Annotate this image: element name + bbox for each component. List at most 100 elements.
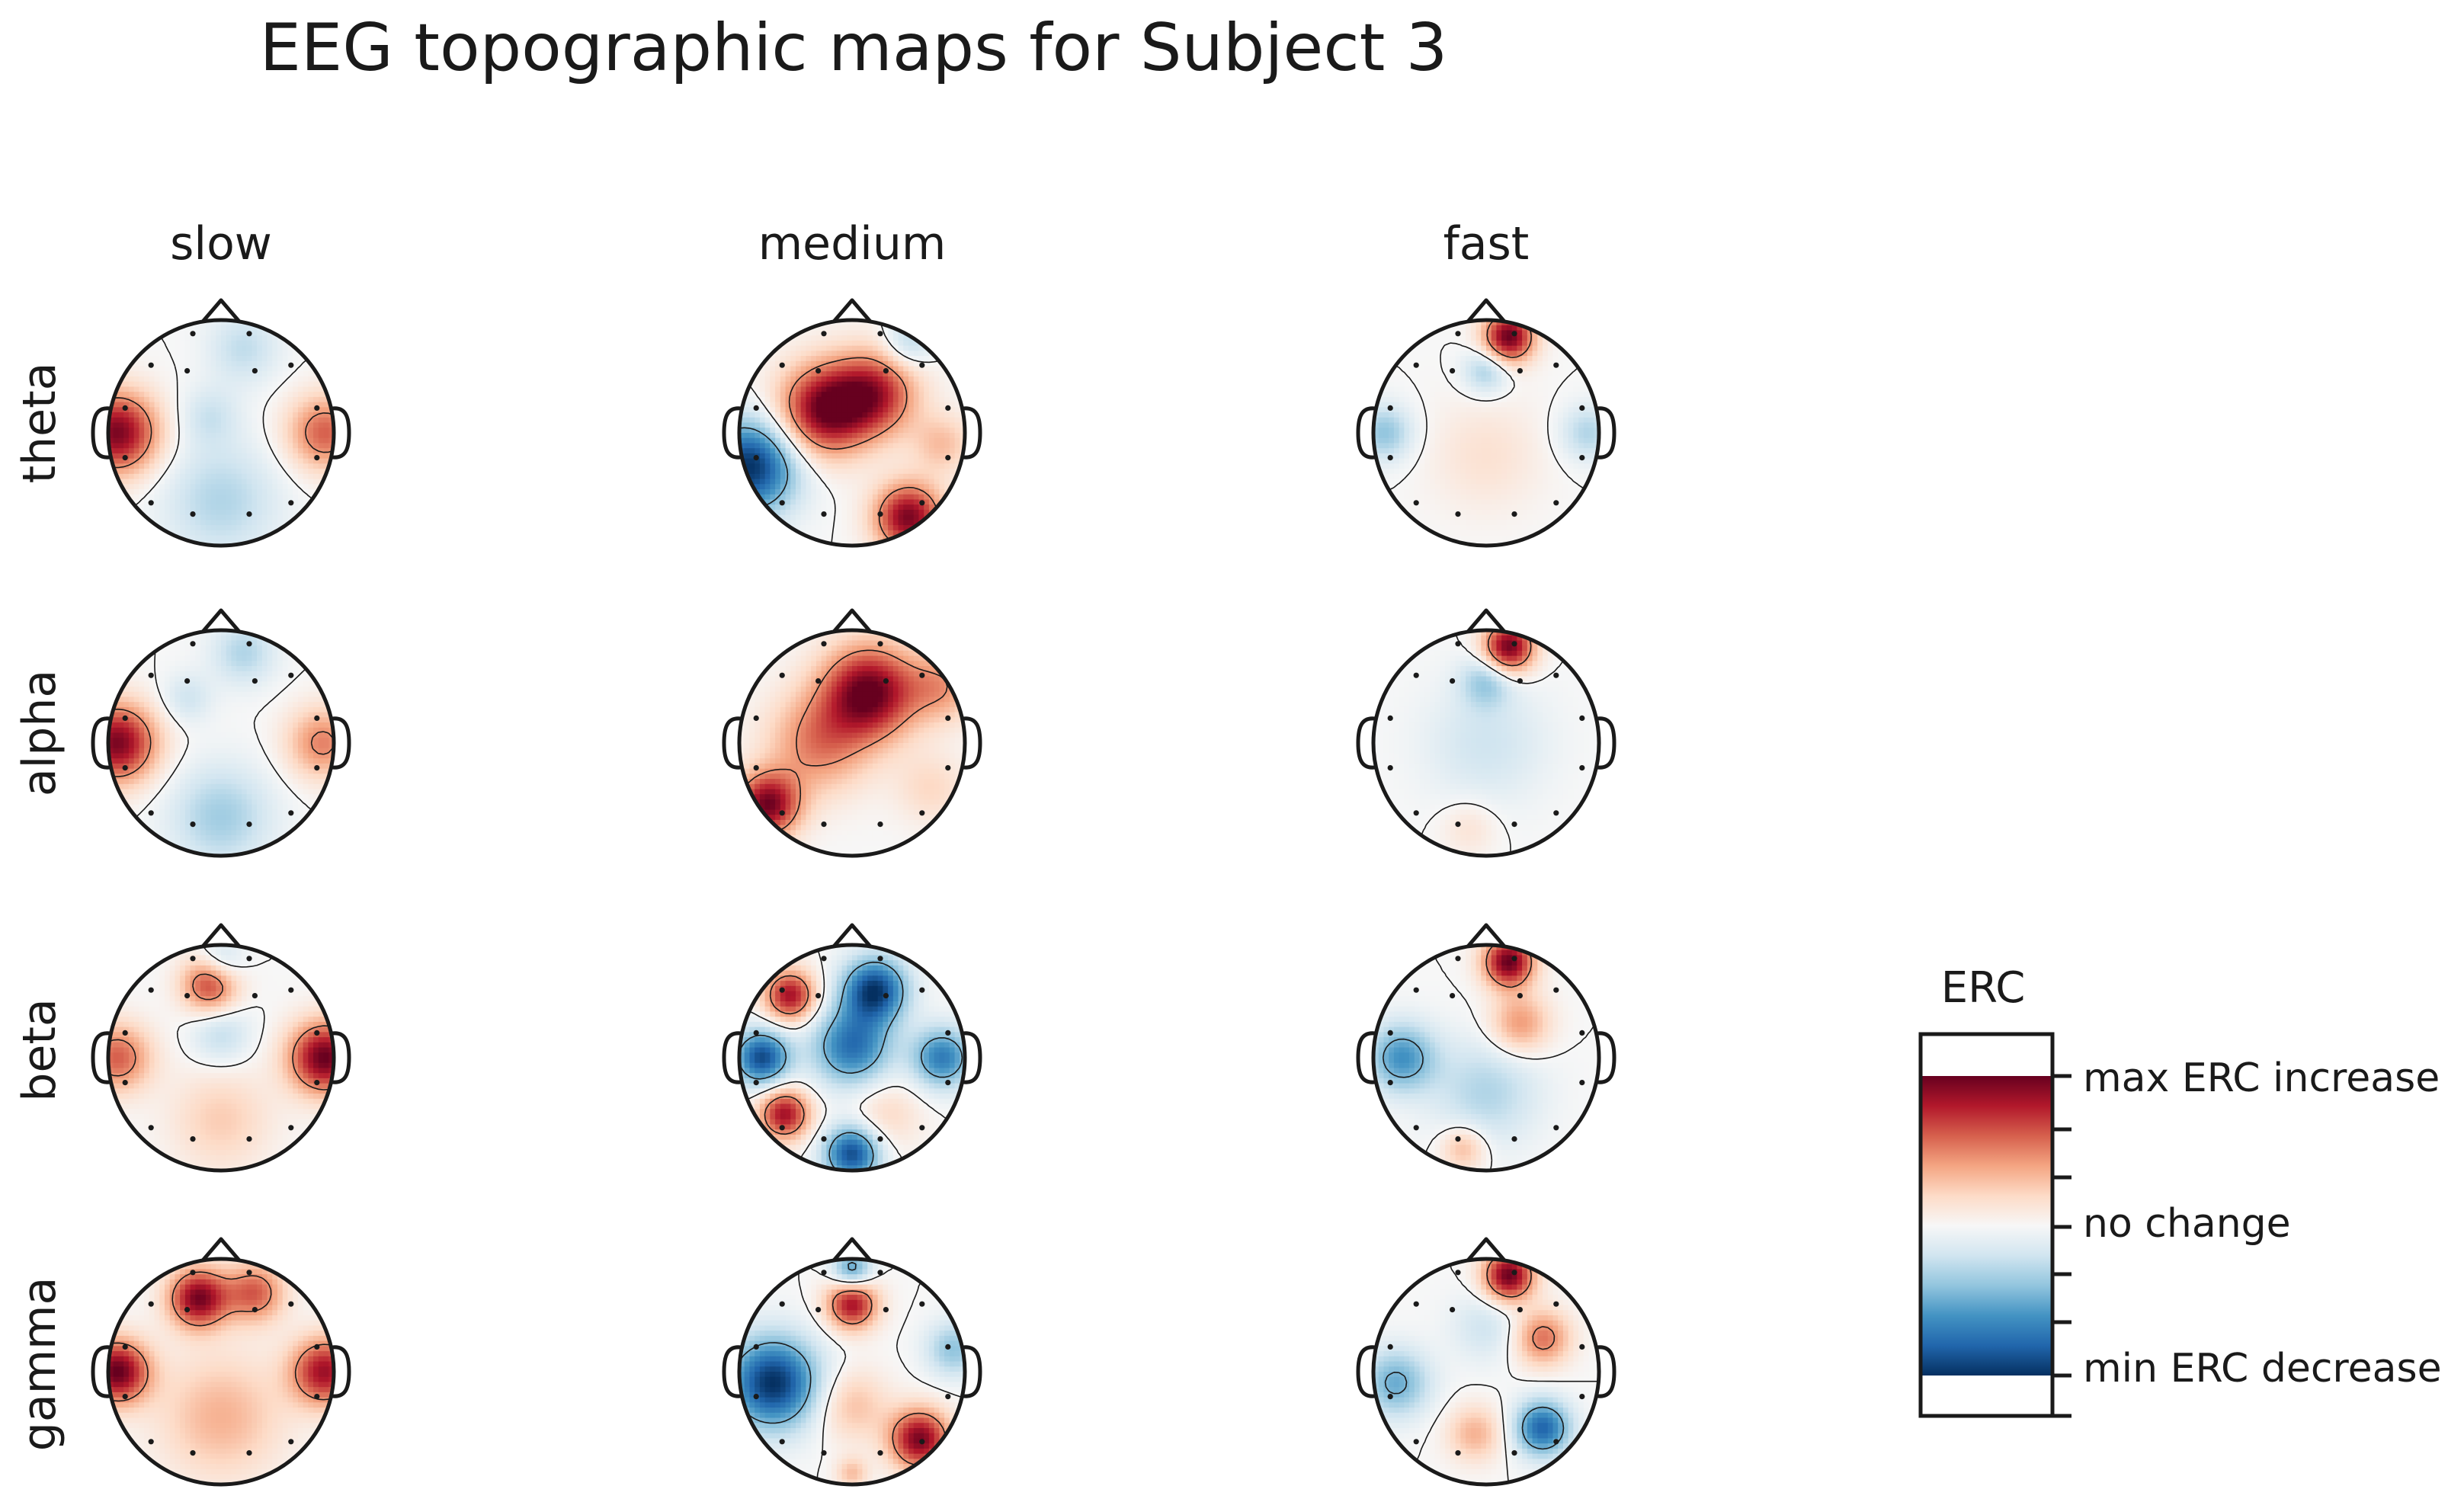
heatmap-cell	[1573, 376, 1579, 383]
heatmap-cell	[1568, 376, 1575, 383]
heatmap-cell	[180, 437, 186, 444]
heatmap-cell	[144, 504, 150, 511]
heatmap-cell	[1393, 376, 1400, 383]
heatmap-cell	[821, 479, 828, 485]
heatmap-cell	[128, 473, 135, 480]
heatmap-cell	[806, 514, 812, 521]
heatmap-cell	[1527, 422, 1533, 428]
heatmap-cell	[257, 453, 263, 460]
heatmap-cell	[1573, 392, 1579, 398]
heatmap-cell	[1496, 489, 1502, 495]
heatmap-cell	[831, 437, 838, 444]
heatmap-cell	[175, 330, 181, 336]
heatmap-cell	[841, 499, 848, 505]
heatmap-cell	[898, 458, 904, 465]
heatmap-cell	[790, 396, 796, 403]
heatmap-cell	[144, 366, 150, 372]
heatmap-cell	[1455, 514, 1462, 521]
heatmap-cell	[811, 443, 817, 449]
heatmap-cell	[780, 489, 787, 495]
heatmap-cell	[852, 520, 858, 526]
heatmap-cell	[796, 386, 802, 392]
heatmap-cell	[184, 499, 191, 505]
heatmap-cell	[841, 407, 848, 413]
heatmap-cell	[815, 407, 822, 413]
head-outline	[106, 318, 336, 548]
heatmap-cell	[221, 417, 227, 424]
heatmap-cell	[913, 402, 920, 408]
heatmap-cell	[1450, 407, 1456, 413]
heatmap-cell	[913, 407, 920, 413]
heatmap-cell	[1568, 479, 1575, 485]
heatmap-cell	[1558, 371, 1564, 377]
heatmap-cell	[785, 494, 791, 501]
heatmap-cell	[308, 371, 314, 377]
heatmap-cell	[236, 356, 242, 362]
heatmap-cell	[1470, 325, 1477, 331]
heatmap-cell	[806, 530, 812, 536]
heatmap-cell	[883, 325, 889, 331]
heatmap-cell	[1486, 453, 1492, 460]
heatmap-cell	[231, 630, 237, 636]
heatmap-cell	[800, 514, 807, 521]
heatmap-cell	[913, 484, 920, 490]
heatmap-cell	[1517, 469, 1523, 475]
heatmap-cell	[1481, 392, 1487, 398]
heatmap-cell	[1537, 509, 1543, 516]
heatmap-cell	[811, 514, 817, 521]
heatmap-cell	[1460, 494, 1466, 501]
heatmap-cell	[1552, 469, 1559, 475]
heatmap-cell	[831, 484, 838, 490]
heatmap-cell	[877, 335, 884, 341]
heatmap-cell	[775, 448, 781, 454]
topomap-grid	[91, 298, 1616, 1487]
heatmap-cell	[1511, 433, 1518, 439]
heatmap-cell	[184, 484, 191, 490]
heatmap-cell	[241, 345, 248, 352]
heatmap-cell	[1501, 340, 1508, 347]
heatmap-cell	[154, 453, 160, 460]
heatmap-cell	[1491, 366, 1498, 372]
heatmap-cell	[297, 504, 304, 511]
heatmap-cell	[1543, 412, 1549, 418]
heatmap-cell	[159, 433, 165, 439]
heatmap-cell	[852, 530, 858, 536]
heatmap-cell	[1434, 376, 1441, 383]
heatmap-cell	[261, 412, 268, 418]
heatmap-cell	[236, 407, 242, 413]
heatmap-cell	[1445, 371, 1451, 377]
heatmap-cell	[144, 422, 150, 428]
heatmap-cell	[796, 525, 802, 531]
heatmap-cell	[1537, 433, 1543, 439]
heatmap-cell	[1434, 489, 1441, 495]
heatmap-cell	[811, 422, 817, 428]
heatmap-cell	[184, 402, 191, 408]
heatmap-cell	[806, 371, 812, 377]
heatmap-cell	[1383, 437, 1389, 444]
heatmap-cell	[1409, 433, 1415, 439]
heatmap-cell	[1578, 386, 1584, 392]
heatmap-cell	[210, 530, 216, 536]
heatmap-cell	[139, 392, 145, 398]
heatmap-cell	[1419, 356, 1425, 362]
heatmap-cell	[323, 453, 329, 460]
heatmap-cell	[1430, 433, 1436, 439]
heatmap-cell	[903, 412, 909, 418]
heatmap-cell	[852, 494, 858, 501]
heatmap-cell	[272, 469, 278, 475]
heatmap-cell	[749, 433, 755, 439]
heatmap-cell	[1522, 412, 1528, 418]
heatmap-cell	[1419, 437, 1425, 444]
heatmap-cell	[877, 494, 884, 501]
heatmap-cell	[877, 443, 884, 449]
heatmap-cell	[949, 473, 956, 480]
heatmap-cell	[1424, 345, 1431, 352]
heatmap-cell	[246, 479, 253, 485]
heatmap-cell	[293, 473, 299, 480]
heatmap-cell	[892, 402, 899, 408]
heatmap-cell	[1481, 351, 1487, 357]
heatmap-cell	[1506, 366, 1513, 372]
heatmap-cell	[913, 469, 920, 475]
heatmap-cell	[918, 407, 924, 413]
heatmap-cell	[924, 433, 930, 439]
